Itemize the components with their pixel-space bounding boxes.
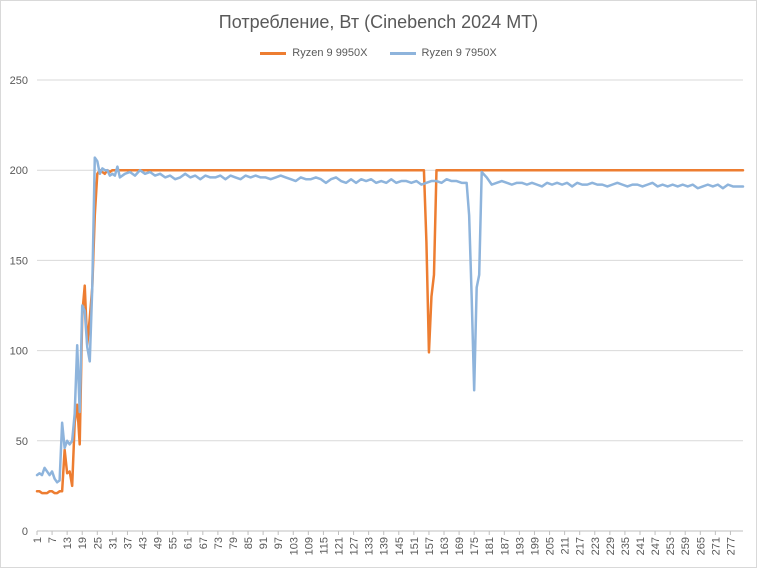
x-tick-label: 187: [499, 537, 511, 555]
x-tick-label: 31: [107, 537, 119, 549]
x-tick-label: 7: [47, 537, 59, 543]
legend-item-series-0: Ryzen 9 9950X: [260, 47, 368, 59]
x-tick-label: 277: [725, 537, 737, 555]
x-tick-label: 175: [469, 537, 481, 555]
x-tick-label: 169: [454, 537, 466, 555]
series-line-0: [35, 168, 745, 495]
y-tick-label: 50: [16, 436, 28, 448]
legend-label: Ryzen 9 9950X: [292, 47, 368, 59]
x-tick-label: 241: [635, 537, 647, 555]
gridlines: [37, 79, 743, 532]
x-axis: 1 7 13 19 25 31 37 43 49 55 61 67 73 79 85 91 97 103 109 11…: [32, 531, 737, 555]
y-tick-label: 150: [10, 255, 28, 267]
x-tick-label: 79: [228, 537, 240, 549]
x-tick-label: 193: [514, 537, 526, 555]
x-tick-label: 211: [560, 537, 572, 555]
x-tick-label: 43: [138, 537, 150, 549]
x-tick-label: 259: [680, 537, 692, 555]
legend-item-series-1: Ryzen 9 7950X: [389, 47, 497, 59]
x-tick-label: 133: [364, 537, 376, 555]
x-tick-label: 205: [545, 537, 557, 555]
legend-swatch: [260, 51, 287, 55]
x-tick-label: 13: [62, 537, 74, 549]
x-tick-label: 19: [77, 537, 89, 549]
y-axis: 0 50 100 150 200 250: [10, 75, 28, 538]
x-tick-label: 145: [394, 537, 406, 555]
chart-title: Потребление, Вт (Cinebench 2024 MT): [218, 12, 539, 32]
x-tick-label: 199: [529, 537, 541, 555]
x-tick-label: 217: [575, 537, 587, 555]
x-tick-label: 271: [710, 537, 722, 555]
x-tick-label: 151: [409, 537, 421, 555]
x-tick-label: 67: [198, 537, 210, 549]
x-tick-label: 265: [695, 537, 707, 555]
x-tick-label: 109: [303, 537, 315, 555]
x-tick-label: 163: [439, 537, 451, 555]
y-tick-label: 100: [10, 346, 28, 358]
chart-legend: Ryzen 9 9950X Ryzen 9 7950X: [0, 47, 757, 59]
x-tick-label: 61: [183, 537, 195, 549]
x-tick-label: 235: [620, 537, 632, 555]
x-tick-label: 121: [333, 537, 345, 555]
x-tick-label: 127: [349, 537, 361, 555]
x-tick-label: 25: [92, 537, 104, 549]
x-tick-label: 73: [213, 537, 225, 549]
x-tick-label: 229: [605, 537, 617, 555]
y-tick-label: 200: [10, 165, 28, 177]
x-tick-label: 97: [273, 537, 285, 549]
y-tick-label: 250: [10, 75, 28, 87]
x-tick-label: 181: [484, 537, 496, 555]
legend-label: Ryzen 9 7950X: [421, 47, 497, 59]
legend-swatch: [389, 51, 416, 55]
x-tick-label: 115: [318, 537, 330, 555]
x-tick-label: 103: [288, 537, 300, 555]
x-tick-label: 37: [122, 537, 134, 549]
y-tick-label: 0: [22, 526, 28, 538]
x-tick-label: 49: [153, 537, 165, 549]
x-tick-label: 139: [379, 537, 391, 555]
x-tick-label: 157: [424, 537, 436, 555]
series-lines: [35, 156, 745, 495]
x-tick-label: 1: [32, 537, 44, 543]
x-tick-label: 253: [665, 537, 677, 555]
x-tick-label: 85: [243, 537, 255, 549]
x-tick-label: 247: [650, 537, 662, 555]
series-line-1: [35, 156, 745, 484]
x-tick-label: 91: [258, 537, 270, 549]
x-tick-label: 223: [590, 537, 602, 555]
x-tick-label: 55: [168, 537, 180, 549]
